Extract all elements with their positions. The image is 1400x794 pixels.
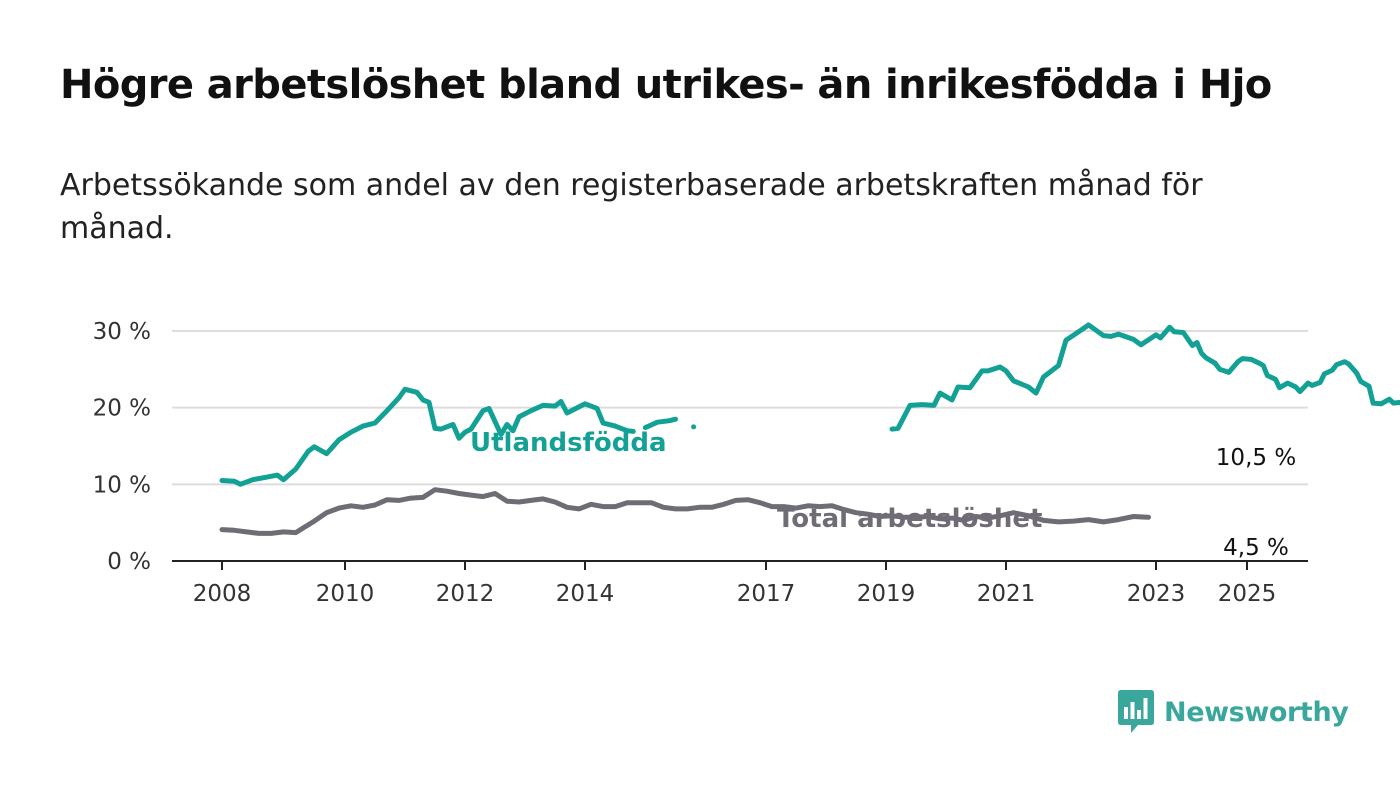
bar-chart-speech-bubble-icon xyxy=(1118,690,1154,733)
x-tick-label: 2021 xyxy=(977,581,1036,607)
chart-subtitle: Arbetssökande som andel av den registerb… xyxy=(60,168,1203,246)
x-tick-label: 2010 xyxy=(316,581,375,607)
series-line-segment xyxy=(642,416,678,431)
y-tick-label: 20 % xyxy=(93,396,151,422)
x-tick-label: 2023 xyxy=(1127,581,1186,607)
y-tick-label: 0 % xyxy=(107,549,151,575)
x-tick-label: 2012 xyxy=(436,581,495,607)
series-line-segment xyxy=(219,487,1151,536)
series-line-segment xyxy=(691,424,697,430)
x-tick-label: 2008 xyxy=(193,581,252,607)
series-line-segment xyxy=(889,322,1400,432)
series-label-total: Total arbetslöshet xyxy=(777,504,1042,534)
chart-title: Högre arbetslöshet bland utrikes- än inr… xyxy=(60,62,1272,108)
x-tick-label: 2025 xyxy=(1218,581,1277,607)
line-chart: 0 % 10 % 20 % 30 % 2008 2010 2012 2014 2017 2019 2… xyxy=(93,319,1400,607)
end-value-label: 4,5 % xyxy=(1223,535,1289,561)
series-line-segment xyxy=(219,386,636,487)
y-tick-label: 30 % xyxy=(93,319,151,345)
series-label-utlandsfodda: Utlandsfödda xyxy=(470,428,667,458)
x-tick-label: 2017 xyxy=(737,581,796,607)
x-tick-label: 2019 xyxy=(857,581,916,607)
newsworthy-logo: Newsworthy xyxy=(1118,690,1349,734)
y-tick-label: 10 % xyxy=(93,472,151,498)
x-tick-label: 2014 xyxy=(556,581,615,607)
brand-name: Newsworthy xyxy=(1164,696,1349,728)
end-value-label: 10,5 % xyxy=(1216,445,1296,471)
